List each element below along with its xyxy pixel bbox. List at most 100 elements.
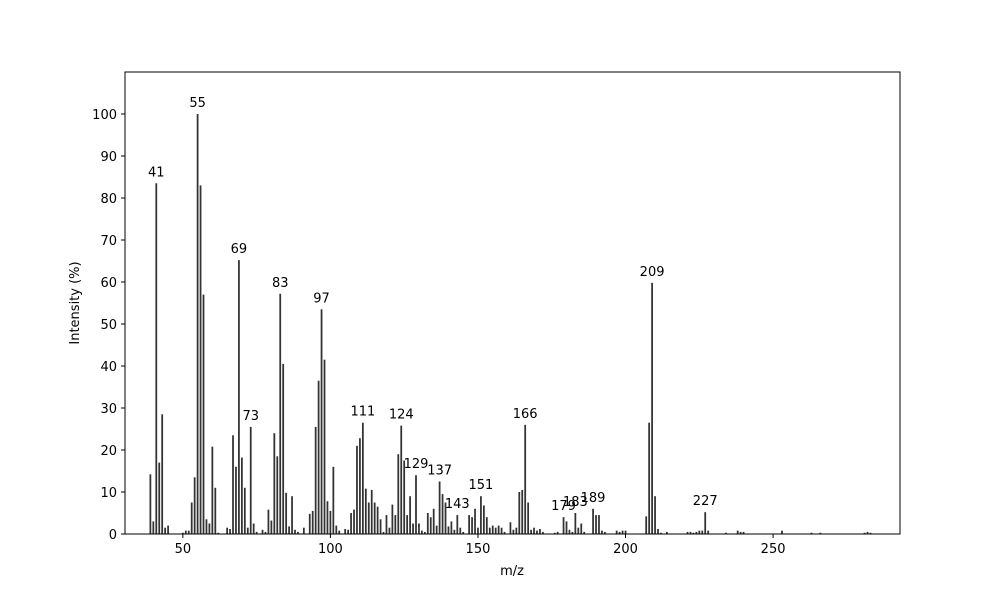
bar [376,506,379,534]
bar [686,531,689,534]
bar [181,532,184,534]
bar [527,502,530,534]
bar [810,532,813,534]
bar [302,527,305,534]
bar [276,456,279,534]
bar [500,527,503,534]
bar [199,185,202,534]
bar [226,527,228,534]
y-tick-label: 10 [100,486,117,501]
peak-label: 227 [693,494,718,509]
bar [152,521,155,534]
bar [515,527,518,534]
bar [382,531,385,534]
bar [385,515,388,534]
bar [232,435,234,534]
bar [267,509,270,534]
bar [503,531,506,534]
peak-label: 179 [551,499,576,514]
bar [329,510,332,534]
bar [509,522,512,534]
peak-label: 166 [513,407,538,422]
peak-label: 83 [272,276,289,291]
bar [421,530,423,534]
bar [453,529,456,534]
peak-label: 137 [427,464,452,479]
bar [347,529,350,534]
bar [403,460,406,534]
bar [739,531,742,534]
bar [742,531,745,534]
bar [196,114,199,534]
y-tick-label: 30 [100,402,117,417]
bar [211,446,214,534]
bar [217,532,220,534]
bar [654,496,656,534]
bar [320,309,323,534]
bar [863,532,866,534]
x-tick-label: 200 [613,542,638,557]
bar [580,523,583,534]
bar [311,510,314,534]
bar [562,517,565,534]
x-tick-label: 100 [318,542,343,557]
bar [264,531,267,534]
bar [214,487,217,534]
x-tick-label: 250 [761,542,786,557]
peak-label: 209 [640,265,665,280]
peak-label: 151 [469,478,494,493]
bar [291,496,293,534]
bar [364,488,367,534]
bar [202,294,205,534]
bar [482,505,485,534]
peak-label: 97 [313,291,330,306]
y-tick-label: 70 [100,234,117,249]
bar [565,521,568,534]
bar [512,529,515,534]
bar [288,526,290,534]
bar [692,532,695,534]
bar [323,359,326,534]
bar [367,502,370,534]
bar [704,512,707,534]
bar [229,528,231,534]
bar [471,517,473,534]
bar [167,525,169,534]
peak-label: 41 [148,165,165,180]
bar [429,517,432,534]
bar [497,525,500,534]
bar [521,489,524,534]
bar [518,492,521,534]
bar [866,531,869,534]
bar [359,438,361,534]
peak-label: 124 [389,408,414,423]
y-tick-label: 50 [100,318,117,333]
y-tick-label: 20 [100,444,117,459]
bar [193,477,196,534]
bar [450,521,453,534]
bar [285,492,288,534]
y-tick-label: 0 [109,528,117,543]
bar [781,530,783,534]
bar [701,530,704,534]
bar [294,529,296,534]
y-tick-label: 40 [100,360,117,375]
bar [577,527,580,534]
bar [255,531,258,534]
bar [338,530,341,534]
y-tick-label: 90 [100,150,117,165]
bar [308,513,311,534]
bar [400,425,403,534]
y-tick-label: 80 [100,192,117,207]
x-axis-label: m/z [500,564,524,579]
y-tick-label: 100 [92,108,117,123]
bar [438,481,441,534]
bar [494,527,497,534]
peak-label: 183 [563,495,588,510]
bar [240,457,243,534]
bar [273,433,276,534]
bar [462,531,465,534]
bar [409,496,411,534]
bar [155,183,158,535]
